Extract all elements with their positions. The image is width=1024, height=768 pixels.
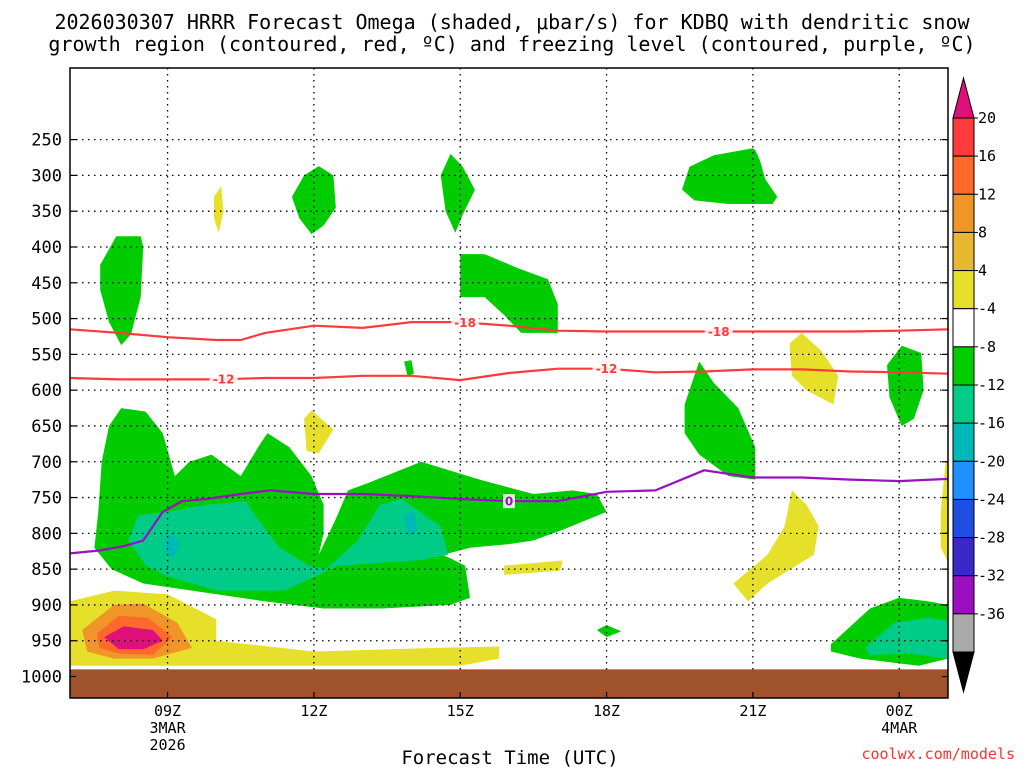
omega-region-green-blob-9: [596, 625, 622, 638]
x-axis-label: Forecast Time (UTC): [401, 747, 618, 768]
isotherm-minus-18-label-0: -18: [454, 316, 476, 330]
x-tick-label-0-2: 2026: [149, 736, 185, 754]
y-axis: 250 300 350 400 450 500 550 600 650 700 750 800 850 9…: [21, 131, 948, 688]
y-tick-label-650: 650: [31, 417, 62, 437]
plot-content: -18 -18 -12 -12 0: [70, 68, 948, 698]
colorbar-bin-13: [952, 613, 975, 653]
x-tick-label-5-1: 4MAR: [881, 719, 918, 737]
freezing-level-label-bg-0: [503, 494, 515, 509]
omega-region-yellow-spot-2: [304, 410, 334, 454]
y-tick-label-350: 350: [31, 202, 62, 222]
colorbar-label-0: 20: [978, 109, 996, 127]
colorbar-bin-2: [952, 193, 975, 233]
omega-region-green-blob-7: [887, 345, 924, 426]
x-tick-label-3-0: 18Z: [593, 702, 620, 720]
y-tick-label-900: 900: [31, 596, 62, 616]
isotherm-minus-18-label-bg-1: [704, 324, 733, 339]
colorbar-label-3: 8: [978, 223, 987, 241]
omega-region-green-blob-8: [404, 360, 414, 376]
colorbar-top-arrow: [952, 76, 975, 119]
colorbar-label-9: -20: [978, 452, 1005, 470]
colorbar: 20 16 12 8 4 -4 -8 -12 -16 -20 -24 -28 -32 -36: [952, 76, 1005, 694]
omega-region-teal-core-1: [128, 499, 448, 591]
omega-region-green-blob-1: [100, 236, 144, 346]
colorbar-bin-9: [952, 460, 975, 500]
colorbar-label-7: -12: [978, 376, 1005, 394]
omega-region-cyan-spot-1: [165, 533, 180, 559]
colorbar-label-4: 4: [978, 262, 987, 280]
x-tick-label-0-1: 3MAR: [149, 719, 186, 737]
y-tick-label-250: 250: [31, 131, 62, 151]
y-tick-label-750: 750: [31, 489, 62, 509]
omega-region-cyan-spot-2: [404, 511, 418, 537]
y-tick-label-450: 450: [31, 274, 62, 294]
colorbar-bin-1: [952, 155, 975, 195]
isotherm-minus-12-label-bg-0: [209, 372, 238, 387]
chart-title-line-1: 2026030307 HRRR Forecast Omega (shaded, …: [54, 10, 970, 34]
colorbar-bin-10: [952, 498, 975, 539]
colorbar-label-13: -36: [978, 605, 1005, 623]
colorbar-bin-5: [952, 308, 975, 348]
omega-region-yellow-spot-4: [789, 332, 839, 405]
x-tick-label-4-0: 21Z: [739, 702, 766, 720]
isotherm-minus-12-label-0: -12: [213, 373, 235, 387]
plot-frame: [69, 67, 949, 699]
colorbar-bin-0: [952, 117, 975, 157]
y-tick-label-600: 600: [31, 381, 62, 401]
freezing-level-label-0: 0: [505, 495, 513, 509]
omega-region-green-blob-6: [684, 361, 756, 480]
isotherm-minus-18-label-1: -18: [708, 325, 730, 339]
y-tick-label-850: 850: [31, 560, 62, 580]
freezing-level-line: [70, 469, 948, 555]
omega-region-green-blob-5: [679, 148, 778, 204]
y-tick-label-700: 700: [31, 453, 62, 473]
x-tick-label-0-0: 09Z: [154, 702, 181, 720]
y-tick-label-500: 500: [31, 310, 62, 330]
x-tick-label-2-0: 15Z: [447, 702, 474, 720]
chart-title-line-2: growth region (contoured, red, ºC) and f…: [48, 32, 975, 56]
colorbar-label-12: -32: [978, 567, 1005, 585]
x-tick-label-1-0: 12Z: [300, 702, 327, 720]
isotherm-minus-18-line: [70, 321, 948, 342]
colorbar-bin-6: [952, 346, 975, 386]
omega-region-magenta-core: [104, 626, 163, 650]
colorbar-label-8: -16: [978, 414, 1005, 432]
colorbar-bin-12: [952, 575, 975, 615]
y-tick-label-800: 800: [31, 524, 62, 544]
omega-region-teal-blob-10: [865, 617, 948, 659]
omega-region-yellow-spot-6: [940, 461, 948, 562]
omega-region-yellow-spot-1: [213, 186, 224, 233]
isotherm-minus-18-label-bg-0: [451, 315, 480, 330]
y-tick-label-1000: 1000: [21, 668, 62, 688]
colorbar-bin-4: [952, 270, 975, 310]
colorbar-bottom-arrow: [952, 651, 975, 694]
colorbar-label-6: -8: [978, 338, 996, 356]
omega-region-yellow-spot-3: [504, 560, 563, 575]
omega-region-green-blob-3: [440, 153, 475, 233]
colorbar-label-5: -4: [978, 300, 996, 318]
omega-region-green-blob-4: [460, 254, 558, 333]
colorbar-label-1: 16: [978, 147, 996, 165]
credit-text: coolwx.com/models: [861, 745, 1015, 763]
y-tick-label-400: 400: [31, 238, 62, 258]
colorbar-label-10: -24: [978, 490, 1005, 508]
colorbar-bin-3: [952, 231, 975, 272]
omega-region-yellow-spot-5: [733, 490, 819, 602]
colorbar-bin-11: [952, 537, 975, 577]
isotherm-minus-12-label-bg-1: [592, 361, 621, 376]
plot-area: -18 -18 -12 -12 0: [69, 67, 949, 699]
colorbar-label-2: 12: [978, 185, 996, 203]
colorbar-bin-8: [952, 422, 975, 462]
colorbar-bin-7: [952, 384, 975, 424]
y-tick-label-550: 550: [31, 345, 62, 365]
isotherm-minus-12-label-1: -12: [596, 362, 618, 376]
x-tick-label-5-0: 00Z: [886, 702, 913, 720]
y-tick-label-300: 300: [31, 166, 62, 186]
ground-terrain: [70, 669, 948, 698]
colorbar-label-11: -28: [978, 529, 1005, 547]
y-tick-label-950: 950: [31, 632, 62, 652]
